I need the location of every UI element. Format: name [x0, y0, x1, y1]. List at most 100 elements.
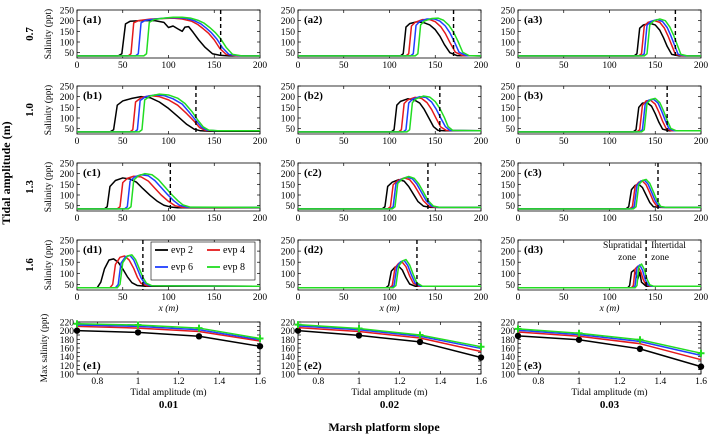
x-tick-label: 1.4 [434, 377, 446, 387]
series-line-evp-4 [517, 331, 702, 361]
x-tick-label: 100 [382, 293, 397, 303]
y-tick-label: 50 [506, 49, 516, 59]
y-axis-label: Max salinity (ppt) [39, 314, 50, 383]
y-tick-label: 250 [281, 160, 296, 170]
series-line-evp-4 [297, 326, 482, 353]
series-line-evp-2 [77, 19, 260, 57]
plot-frame [76, 85, 261, 135]
y-tick-label: 200 [281, 170, 296, 180]
legend-box [150, 241, 256, 281]
y-tick-label: 150 [281, 259, 296, 269]
y-tick-label: 100 [281, 270, 296, 280]
x-tick-label: 50 [118, 61, 128, 71]
series-line-evp-8 [77, 16, 260, 57]
data-point [195, 333, 203, 340]
series-line-evp-2 [298, 20, 482, 57]
x-tick-label: 150 [428, 293, 443, 303]
data-point [134, 321, 142, 329]
panel-label: (e1) [83, 360, 101, 372]
intertidal-label: zone [651, 253, 669, 263]
y-tick-label: 200 [281, 248, 296, 258]
x-tick-label: 1 [136, 377, 141, 387]
y-tick-label: 150 [60, 259, 75, 269]
x-tick-label: 0 [516, 214, 521, 224]
panel-label: (b3) [524, 90, 543, 102]
y-tick-label: 100 [60, 192, 75, 202]
x-tick-label: 150 [207, 214, 222, 224]
series-line-evp-8 [298, 17, 482, 57]
x-tick-label: 1 [577, 377, 582, 387]
x-tick-label: 150 [207, 61, 222, 71]
y-axis-label: Salinity (ppt) [43, 9, 54, 59]
y-tick-label: 200 [501, 327, 516, 337]
y-tick-label: 100 [60, 270, 75, 280]
series-line-evp-4 [77, 175, 260, 210]
x-tick-label: 150 [428, 137, 443, 147]
x-tick-label: 0.8 [532, 377, 544, 387]
x-tick-label: 1.6 [254, 377, 266, 387]
y-tick-label: 150 [501, 259, 516, 269]
series-line-evp-8 [518, 97, 701, 133]
y-tick-label: 250 [501, 7, 516, 17]
x-tick-label: 50 [118, 137, 128, 147]
series-line-evp-4 [298, 18, 482, 57]
y-tick-label: 250 [60, 7, 75, 17]
data-point [514, 332, 522, 340]
x-tick-label: 1.4 [654, 377, 666, 387]
data-point [697, 349, 705, 357]
plot-frame [76, 162, 261, 212]
series-line-evp-2 [518, 183, 701, 210]
data-point [134, 329, 142, 336]
x-tick-label: 200 [474, 293, 489, 303]
x-tick-label: 0.8 [312, 377, 324, 387]
plot-frame [517, 321, 702, 375]
series-line-evp-2 [297, 329, 482, 359]
x-tick-label: 0 [296, 214, 301, 224]
data-point [256, 334, 264, 342]
x-tick-label: 200 [253, 61, 268, 71]
y-axis-label: Salinity (ppt) [43, 85, 54, 135]
x-tick-label: 0.8 [91, 377, 103, 387]
legend-entry-label: evp 8 [223, 262, 245, 273]
x-tick-label: 1.4 [213, 377, 225, 387]
y-tick-label: 140 [60, 353, 75, 363]
x-tick-label: 0 [75, 293, 80, 303]
data-point [73, 327, 81, 334]
x-tick-label: 0 [296, 61, 301, 71]
x-tick-label: 150 [207, 293, 222, 303]
y-tick-label: 150 [281, 28, 296, 38]
x-tick-label: 50 [339, 61, 349, 71]
y-axis-label: Salinity (ppt) [43, 162, 54, 212]
x-tick-label: 100 [602, 214, 617, 224]
series-line-evp-2 [76, 329, 261, 348]
data-point [575, 336, 583, 343]
y-tick-label: 250 [281, 237, 296, 247]
x-tick-label: 0 [516, 137, 521, 147]
series-line-evp-4 [77, 255, 261, 289]
x-tick-label: 200 [474, 137, 489, 147]
y-tick-label: 50 [506, 202, 516, 212]
data-point [477, 343, 485, 351]
series-line-evp-4 [298, 96, 482, 133]
y-tick-label: 150 [60, 104, 75, 114]
x-tick-label: 150 [648, 137, 663, 147]
y-tick-label: 100 [281, 192, 296, 202]
row-label: 1.6 [24, 258, 36, 272]
panel-label: (b2) [304, 90, 323, 102]
series-line-evp-6 [77, 173, 261, 210]
series-line-evp-8 [76, 322, 261, 340]
series-line-evp-6 [517, 329, 702, 357]
series-line-evp-6 [518, 98, 701, 133]
y-tick-label: 50 [65, 125, 75, 135]
y-tick-label: 50 [286, 202, 296, 212]
legend-entry-label: evp 2 [171, 245, 193, 256]
row-axis-title: Tidal amplitude (m) [0, 121, 13, 224]
series-line-evp-4 [298, 177, 481, 210]
data-point [294, 327, 302, 334]
